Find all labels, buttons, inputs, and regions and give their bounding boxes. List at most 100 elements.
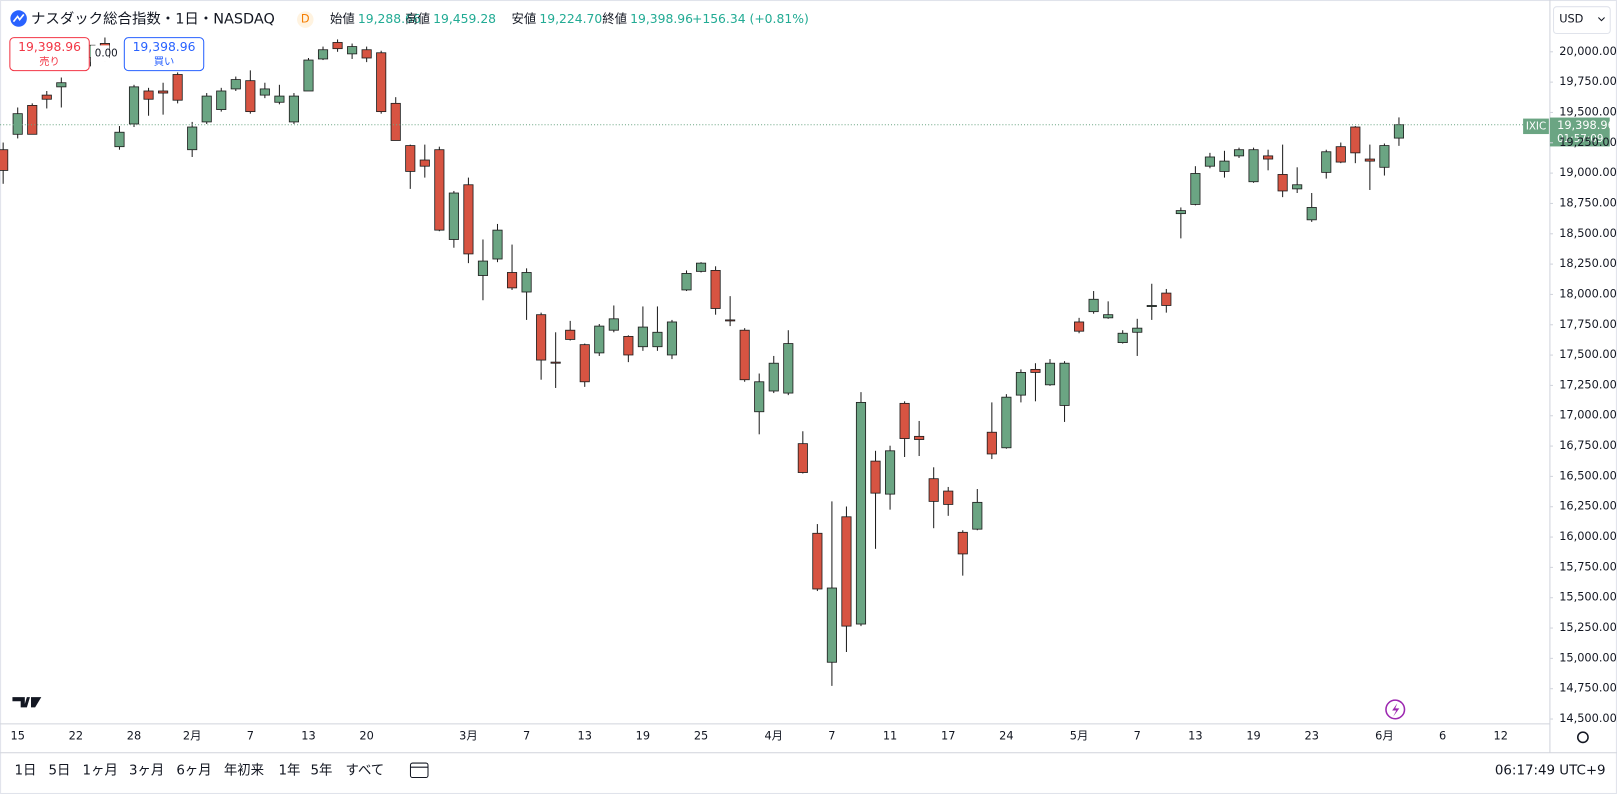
range-button[interactable]: 年初来: [224, 762, 264, 778]
y-tick-label: 15,250.00: [1559, 620, 1617, 634]
candle-body: [1335, 146, 1346, 163]
symbol-tag: [1523, 118, 1549, 135]
candle-body: [1088, 298, 1099, 313]
x-tick-label: 13: [301, 728, 315, 742]
spread-bg: [90, 45, 110, 62]
candle-body: [477, 260, 489, 276]
y-tick-label: 18,250.00: [1559, 256, 1617, 270]
candle-body: [536, 314, 547, 361]
ohlc-label: 安値: [512, 11, 537, 26]
range-button[interactable]: すべて: [346, 762, 385, 778]
sell-button[interactable]: [9, 37, 90, 72]
tradingview-logo[interactable]: [12, 697, 42, 708]
x-tick-label: 13: [578, 728, 592, 742]
candle-body: [986, 431, 997, 455]
x-tick-label: 25: [694, 728, 708, 742]
symbol-icon-glyph: [12, 13, 25, 23]
candle-body: [1161, 292, 1172, 306]
candle-body: [448, 192, 459, 240]
candle-body: [27, 105, 38, 135]
candle-body: [1190, 173, 1201, 205]
ohlc-label: 高値: [405, 11, 430, 26]
candle-body: [1379, 145, 1390, 168]
candle-body: [565, 329, 576, 340]
candle-body: [259, 88, 270, 96]
chevron: [1598, 17, 1605, 22]
range-button[interactable]: 6ヶ月: [176, 763, 211, 778]
candle-body: [114, 131, 125, 148]
x-tick-label: 7: [523, 728, 530, 742]
candle-body: [128, 86, 140, 125]
candle-body: [245, 80, 256, 113]
range-button[interactable]: 5日: [49, 763, 71, 778]
x-tick-label: 2月: [183, 728, 202, 742]
candle-body: [317, 49, 329, 60]
x-tick-label: 7: [1134, 728, 1141, 742]
candle-body: [187, 126, 198, 151]
candle-body: [943, 490, 954, 505]
ohlc-label: 終値: [602, 11, 627, 26]
candle-body: [1219, 160, 1230, 172]
candle-body: [1117, 332, 1128, 344]
clock[interactable]: 06:17:49 UTC+9: [1495, 763, 1606, 778]
date-range-icon[interactable]: [409, 762, 429, 779]
candle-body: [695, 262, 707, 272]
settings-icon[interactable]: [1576, 731, 1589, 744]
candle-body: [506, 272, 518, 289]
candle-body: [812, 532, 823, 590]
candle-body: [928, 478, 939, 502]
sell-label: 売り: [39, 55, 60, 68]
candle-body: [855, 401, 867, 625]
x-tick-label: 24: [999, 728, 1013, 742]
candle-body: [56, 82, 67, 88]
range-button[interactable]: 1年: [278, 762, 300, 778]
symbol-tag-text: IXIC: [1526, 120, 1546, 132]
interval-badge: D: [301, 12, 310, 26]
x-tick-label: 7: [828, 728, 835, 742]
candle-body: [1030, 368, 1041, 373]
alert-icon-glyph: [1392, 703, 1400, 717]
change: +156.34 (+0.81%): [692, 12, 809, 26]
y-tick-label: 18,750.00: [1559, 195, 1617, 209]
y-tick-label: 18,500.00: [1559, 226, 1617, 240]
y-tick-label: 16,000.00: [1559, 529, 1617, 543]
range-buttons: 1日 5日 1ヶ月 3ヶ月 6ヶ月 年初来 1年 5年 すべて: [14, 762, 384, 778]
candle-body: [1044, 362, 1056, 386]
candle-body: [1074, 321, 1085, 332]
candle-body: [0, 149, 9, 171]
candle-body: [972, 501, 983, 530]
candle-body: [1015, 372, 1026, 396]
x-tick-label: 19: [1246, 728, 1260, 742]
range-button[interactable]: 3ヶ月: [129, 763, 164, 778]
candle-body: [1146, 305, 1157, 307]
candle-body: [637, 326, 648, 348]
currency: USD: [1559, 12, 1583, 26]
candle-body: [1059, 362, 1070, 406]
range-button[interactable]: 5年: [310, 762, 332, 778]
candle-body: [1204, 156, 1215, 167]
price-tag-countdown: 01:57:09: [1557, 133, 1603, 145]
candle-body: [376, 52, 387, 113]
candle-body: [303, 59, 314, 92]
y-tick-label: 17,750.00: [1559, 317, 1617, 331]
symbol-title[interactable]: ナスダック総合指数・1日・NASDAQ: [31, 11, 275, 28]
range-button[interactable]: 1日: [14, 763, 36, 778]
y-tick-label: 19,500.00: [1559, 104, 1617, 118]
ohlc-value: 19,459.28: [433, 12, 496, 26]
range-button[interactable]: 1ヶ月: [83, 763, 118, 778]
candle-body: [216, 90, 227, 110]
y-tick-label: 14,500.00: [1559, 711, 1617, 725]
candle-body: [754, 381, 765, 413]
candle-body: [1292, 184, 1303, 190]
buy-button[interactable]: [123, 37, 205, 72]
candle-body: [1132, 327, 1143, 333]
x-tick-label: 17: [941, 728, 955, 742]
currency-selector[interactable]: [1553, 6, 1611, 35]
candle-body: [1306, 207, 1317, 221]
candle-body: [899, 402, 910, 439]
y-tick-label: 17,000.00: [1559, 408, 1617, 422]
x-tick-label: 20: [359, 728, 373, 742]
candle-body: [201, 95, 212, 123]
candle-body: [914, 435, 925, 440]
x-tick-label: 5月: [1070, 728, 1089, 742]
